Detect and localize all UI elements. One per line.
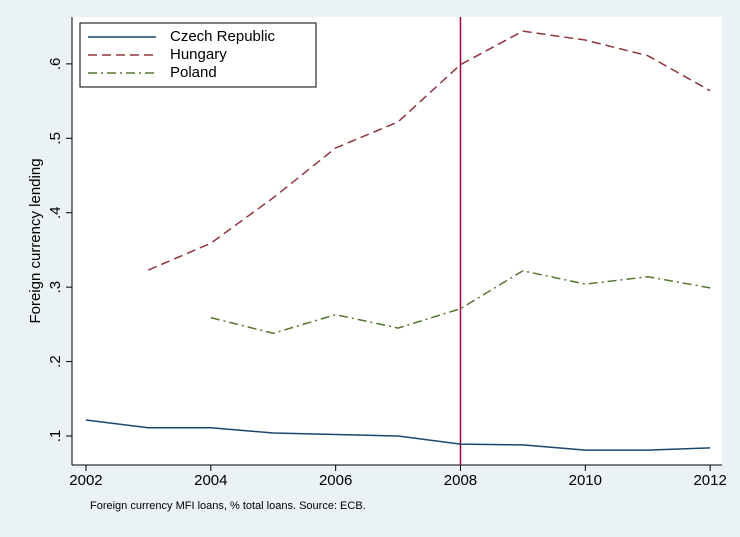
- plot-area: [72, 17, 722, 465]
- x-tick-label: 2002: [69, 472, 102, 489]
- y-tick-label: .1: [47, 430, 64, 443]
- series-line: [210, 269, 711, 335]
- legend-label: Hungary: [170, 46, 227, 63]
- x-tick-label: 2008: [444, 472, 477, 489]
- series-line: [148, 30, 711, 271]
- x-tick-label: 2004: [194, 472, 227, 489]
- y-tick-label: .3: [47, 281, 64, 294]
- y-tick-label: .4: [47, 206, 64, 219]
- legend-label: Poland: [170, 64, 217, 81]
- y-axis-label: Foreign currency lending: [27, 158, 44, 323]
- series-line: [85, 419, 711, 451]
- x-tick-label: 2010: [569, 472, 602, 489]
- x-tick-label: 2012: [693, 472, 726, 489]
- y-tick-label: .5: [47, 132, 64, 145]
- y-tick-label: .2: [47, 355, 64, 368]
- note: Foreign currency MFI loans, % total loan…: [90, 500, 366, 512]
- x-tick-label: 2006: [319, 472, 352, 489]
- y-tick-label: .6: [47, 58, 64, 71]
- legend-label: Czech Republic: [170, 28, 276, 45]
